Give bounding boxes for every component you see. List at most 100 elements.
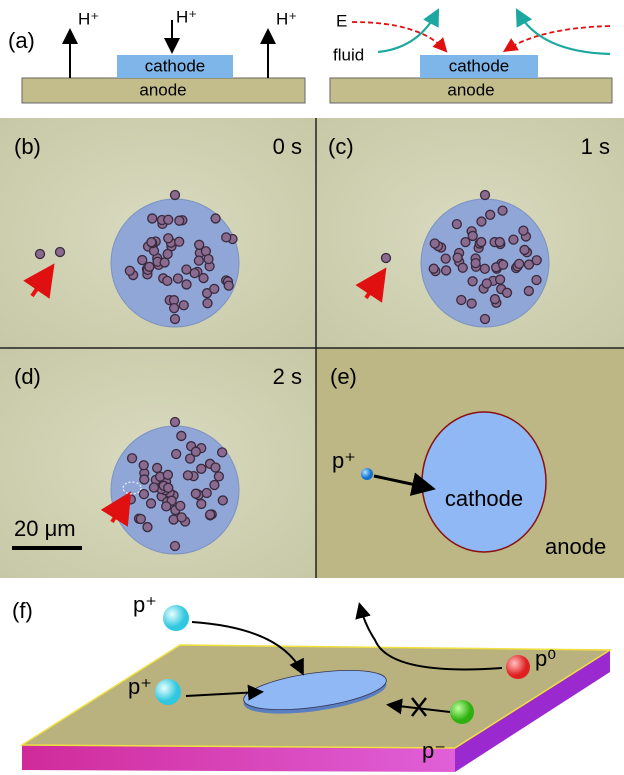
colloid bbox=[209, 283, 220, 295]
colloid bbox=[508, 234, 519, 245]
panel-e: (e) cathode anode p⁺ bbox=[330, 364, 606, 559]
anode bbox=[21, 77, 306, 104]
panel-label: (d) bbox=[14, 364, 41, 389]
colloid bbox=[162, 469, 174, 480]
colloid bbox=[497, 259, 509, 270]
colloid bbox=[223, 280, 234, 291]
colloid bbox=[213, 471, 225, 482]
colloid bbox=[466, 298, 477, 309]
time-label: 2 s bbox=[273, 364, 302, 389]
ion-label: H⁺ bbox=[276, 9, 297, 28]
colloid bbox=[489, 294, 501, 305]
colloid bbox=[139, 474, 150, 485]
colloid bbox=[54, 246, 66, 258]
pointer-arrow bbox=[100, 491, 132, 527]
anode-label: anode bbox=[545, 534, 606, 559]
colloid bbox=[479, 189, 491, 201]
field-line bbox=[502, 25, 611, 52]
colloid bbox=[221, 232, 232, 243]
colloid bbox=[126, 453, 138, 464]
colloid bbox=[193, 255, 205, 266]
colloid bbox=[470, 257, 481, 269]
colloid bbox=[196, 463, 207, 474]
particle-label: p⁰ bbox=[535, 646, 556, 671]
colloid bbox=[456, 294, 467, 306]
colloid bbox=[169, 416, 181, 428]
fluid-label: fluid bbox=[333, 45, 364, 64]
particle-label: p⁻ bbox=[422, 738, 446, 763]
colloid bbox=[142, 521, 153, 533]
cathode-label: cathode bbox=[445, 486, 523, 511]
colloid bbox=[514, 258, 525, 270]
scale-bar-label: 20 μm bbox=[14, 516, 76, 541]
colloid bbox=[485, 209, 496, 220]
colloid bbox=[174, 236, 185, 247]
colloid bbox=[175, 500, 186, 512]
colloid bbox=[428, 263, 439, 274]
colloid bbox=[216, 447, 228, 458]
colloid bbox=[184, 453, 196, 464]
colloid bbox=[137, 254, 148, 266]
colloid bbox=[34, 248, 46, 260]
colloid bbox=[201, 487, 212, 499]
time-label: 0 s bbox=[273, 134, 302, 159]
colloid bbox=[198, 272, 209, 284]
colloid bbox=[501, 287, 513, 298]
colloid bbox=[171, 448, 182, 460]
cathode bbox=[421, 411, 547, 553]
colloid bbox=[481, 278, 492, 289]
colloid bbox=[145, 498, 157, 509]
colloid bbox=[172, 273, 184, 284]
ion-label: H⁺ bbox=[176, 7, 197, 26]
colloid bbox=[479, 313, 491, 325]
particle bbox=[361, 468, 373, 480]
electrode bbox=[110, 425, 240, 555]
colloid bbox=[519, 244, 530, 256]
particle-label: p⁺ bbox=[128, 674, 152, 699]
colloid bbox=[146, 237, 157, 248]
cathode bbox=[117, 55, 233, 78]
colloid bbox=[205, 509, 216, 520]
slab-side bbox=[455, 650, 610, 772]
colloid bbox=[181, 264, 192, 275]
panel-label: (e) bbox=[330, 364, 357, 389]
colloid bbox=[203, 253, 214, 265]
panel-label: (b) bbox=[14, 134, 41, 159]
colloid bbox=[162, 248, 173, 260]
colloid bbox=[476, 236, 487, 248]
colloid bbox=[161, 501, 172, 512]
highlight bbox=[122, 481, 142, 495]
anode bbox=[329, 77, 613, 104]
particle-label: p⁺ bbox=[332, 448, 356, 473]
colloid bbox=[163, 482, 174, 493]
time-label: 1 s bbox=[581, 134, 610, 159]
colloid bbox=[202, 298, 213, 309]
colloid bbox=[467, 276, 478, 287]
colloid bbox=[440, 253, 451, 264]
colloid bbox=[168, 302, 180, 314]
colloid bbox=[162, 275, 173, 287]
colloid bbox=[196, 498, 207, 510]
colloid bbox=[497, 205, 508, 216]
colloid bbox=[182, 470, 194, 481]
field-label: E bbox=[336, 11, 347, 30]
colloid bbox=[452, 252, 463, 263]
colloid bbox=[479, 263, 490, 274]
pointer-arrow bbox=[23, 263, 55, 299]
colloid bbox=[174, 215, 185, 226]
fluid-flow bbox=[515, 8, 611, 56]
panel-f: (f) p⁺ p⁺ p⁰ p⁻ bbox=[12, 592, 613, 772]
colloid bbox=[169, 189, 181, 201]
cathode-label: cathode bbox=[145, 56, 206, 75]
arrow bbox=[373, 472, 436, 496]
colloid bbox=[138, 489, 150, 500]
fluid-flow bbox=[377, 8, 440, 54]
slab-front bbox=[22, 745, 455, 772]
colloid bbox=[147, 213, 158, 224]
colloid bbox=[440, 265, 452, 276]
panel-a: (a) anode cathode H⁺ H⁺ H⁺ anode cathode… bbox=[8, 7, 613, 104]
particle bbox=[450, 700, 474, 724]
colloid bbox=[135, 513, 146, 525]
colloid bbox=[169, 540, 181, 552]
